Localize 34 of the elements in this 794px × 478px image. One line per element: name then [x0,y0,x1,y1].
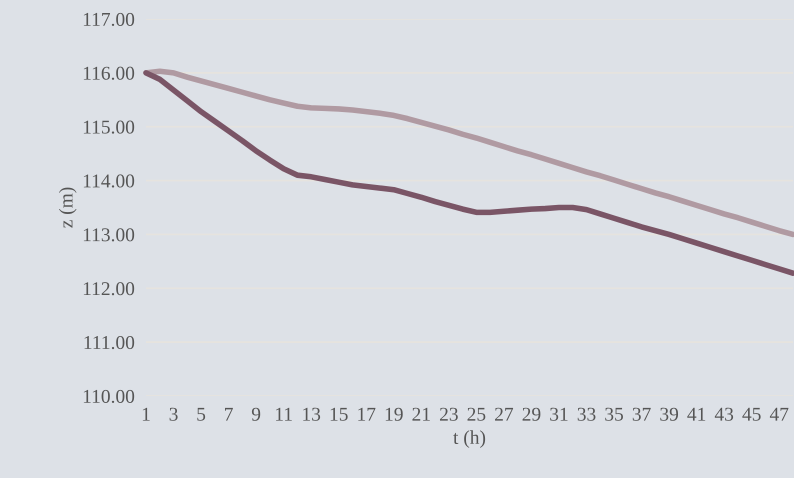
y-tick-label: 113.00 [84,228,134,242]
x-tick-label: 37 [632,408,651,421]
y-tick-label: 114.00 [84,174,134,188]
x-tick-label: 43 [714,408,734,421]
x-tick-label: 27 [495,408,514,421]
x-tick-label: 45 [742,408,761,421]
y-axis-title: z (m) [58,188,77,228]
x-tick-label: 11 [276,408,292,421]
x-tick-label: 23 [440,408,458,421]
x-tick-label: 9 [252,408,260,421]
x-tick-label: 3 [170,408,178,421]
x-tick-label: 15 [330,408,348,421]
x-tick-label: 47 [770,408,788,421]
x-tick-label: 13 [303,408,320,421]
x-tick-label: 7 [225,408,233,421]
x-tick-label: 19 [386,408,403,421]
x-tick-label: 5 [197,408,206,421]
x-tick-label: 21 [412,408,430,421]
y-tick-label: 117.00 [84,12,134,26]
x-tick-label: 35 [605,408,624,421]
x-tick-label: 29 [522,408,540,421]
x-tick-label: 33 [578,408,596,421]
y-tick-label: 111.00 [84,336,134,350]
x-tick-label: 17 [358,408,376,421]
x-axis-title: t (h) [453,430,486,448]
x-tick-label: 25 [468,408,486,421]
x-tick-label: 1 [142,408,150,421]
x-tick-label: 31 [550,408,568,421]
y-tick-label: 115.00 [84,120,134,134]
y-tick-label: 112.00 [84,282,134,296]
x-tick-label: 39 [660,408,678,421]
x-tick-label: 41 [687,408,706,421]
y-tick-label: 116.00 [84,66,134,80]
y-tick-label: 110.00 [84,390,134,404]
